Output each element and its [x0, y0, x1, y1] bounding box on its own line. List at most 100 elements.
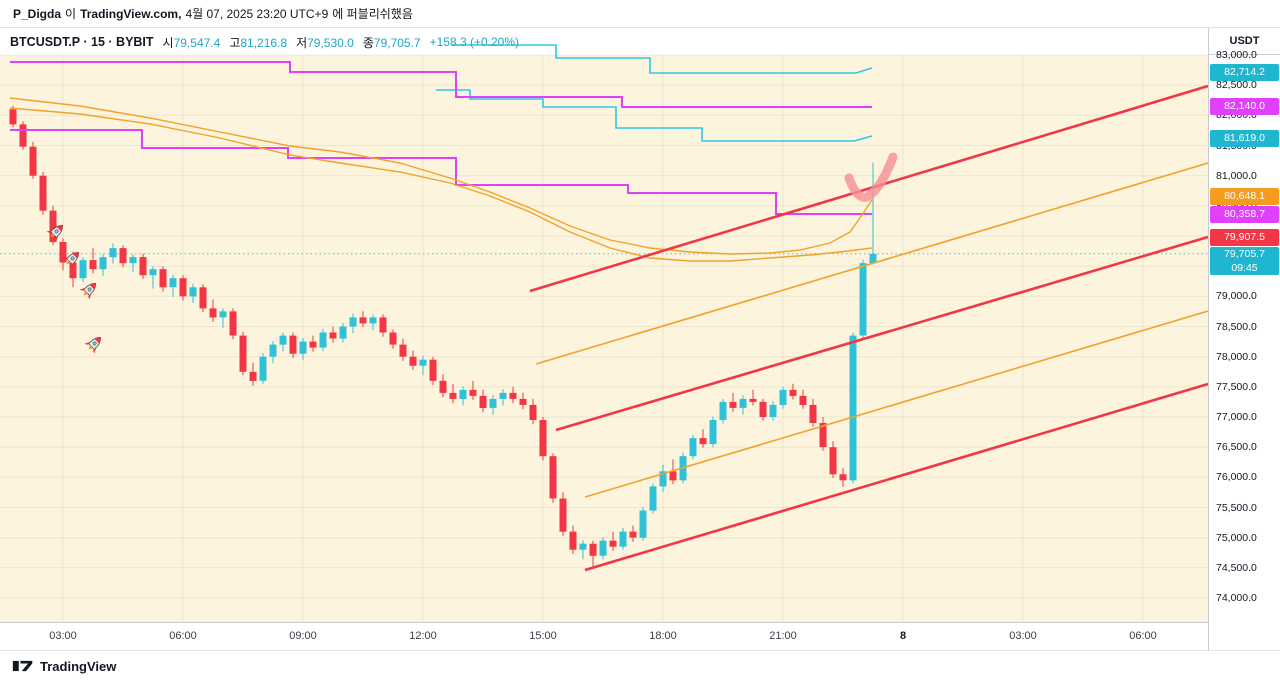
current-price-badge: 79,705.7 09:45 [1210, 246, 1279, 275]
price-tick: 81,000.0 [1216, 169, 1257, 182]
candle [409, 350, 417, 370]
time-tick: 15:00 [529, 630, 557, 642]
candle [539, 417, 547, 461]
candle [229, 308, 237, 340]
candle [79, 257, 87, 282]
candle [699, 429, 707, 448]
ohlc-close: 종79,705.7 [362, 35, 421, 50]
price-axis[interactable]: USDT 83,000.082,500.082,000.081,500.081,… [1208, 28, 1280, 650]
candle [529, 398, 537, 425]
candle [619, 528, 627, 550]
trend-step-line-cyan-upper[interactable] [452, 44, 873, 74]
candle [469, 380, 477, 401]
candle [489, 395, 497, 415]
candle [169, 274, 177, 297]
indicator-price-badge: 82,140.0 [1210, 98, 1279, 116]
candle [869, 162, 877, 265]
price-tick: 74,000.0 [1216, 592, 1257, 604]
channel-line-red-upper[interactable] [529, 84, 1208, 293]
candle [19, 121, 27, 150]
candle [439, 374, 447, 398]
candle [369, 314, 377, 331]
time-tick: 8 [899, 630, 907, 642]
candle [729, 392, 737, 412]
indicator-price-badge: 79,907.5 [1210, 229, 1279, 247]
moving-average-upper[interactable] [9, 97, 873, 255]
candle [419, 356, 427, 376]
candle [319, 328, 327, 352]
candle [519, 392, 527, 410]
candle [189, 283, 197, 303]
candle [309, 335, 317, 352]
candle [99, 254, 107, 276]
candle [609, 531, 617, 551]
bar-countdown: 09:45 [1231, 261, 1258, 274]
candle [769, 401, 777, 421]
price-tick: 77,500.0 [1216, 380, 1257, 393]
candle [659, 464, 667, 493]
currency-label: USDT [1209, 28, 1280, 55]
candle [499, 389, 507, 406]
candle [449, 383, 457, 404]
channel-line-orange-lower[interactable] [584, 310, 1208, 498]
time-tick: 18:00 [649, 630, 677, 642]
time-tick: 03:00 [1009, 630, 1037, 642]
candle [589, 540, 597, 566]
candle [109, 243, 117, 264]
candle [209, 299, 217, 322]
time-tick: 03:00 [49, 630, 77, 642]
candle [739, 395, 747, 415]
candle [39, 172, 47, 215]
chart-canvas[interactable] [0, 28, 1208, 622]
candle [599, 537, 607, 560]
candle [559, 492, 567, 536]
price-tick: 76,500.0 [1216, 441, 1257, 454]
ohlc-high: 고81,216.8 [229, 35, 288, 50]
price-tick: 78,500.0 [1216, 320, 1257, 333]
trend-step-line-magenta-upper[interactable] [10, 61, 872, 108]
price-tick: 75,500.0 [1216, 501, 1257, 514]
candle [199, 284, 207, 312]
candle [639, 506, 647, 541]
candle [349, 313, 357, 334]
candle [259, 353, 267, 384]
candle [279, 332, 287, 352]
publish-bar: P_Digda 이 TradingView.com, 4월 07, 2025 2… [0, 0, 1280, 28]
time-tick: 06:00 [1129, 630, 1157, 642]
price-tick: 76,000.0 [1216, 471, 1257, 484]
candle [219, 308, 227, 328]
brand-name[interactable]: TradingView [40, 658, 117, 674]
time-axis[interactable]: 03:00 06:00 09:00 12:00 15:00 18:00 21:00 8 03:0… [0, 622, 1208, 651]
channel-line-orange-upper[interactable] [535, 162, 1208, 365]
rocket-icon [46, 224, 64, 242]
candle [569, 525, 577, 554]
current-price-value: 79,705.7 [1224, 247, 1265, 260]
candle [429, 356, 437, 385]
price-tick: 83,000.0 [1216, 49, 1257, 61]
symbol-title[interactable]: BTCUSDT.P · 15 · BYBIT [10, 35, 154, 49]
candle [129, 254, 137, 273]
candle [649, 483, 657, 514]
channel-line-red-middle[interactable] [555, 235, 1208, 432]
trend-step-line-magenta-lower[interactable] [10, 129, 872, 215]
candle [49, 205, 57, 246]
time-tick: 12:00 [409, 630, 437, 642]
channel-line-red-lower[interactable] [584, 382, 1208, 572]
price-change: +158.3 (+0.20%) [429, 35, 520, 49]
candle [89, 248, 97, 274]
indicator-price-badge: 82,714.2 [1210, 63, 1279, 81]
tradingview-link[interactable]: TradingView.com, [80, 6, 182, 21]
moving-average-lower[interactable] [9, 107, 873, 262]
candle [629, 525, 637, 542]
footer: TradingView [0, 650, 1280, 681]
indicator-price-badge: 81,619.0 [1210, 129, 1279, 147]
tradingview-logo-icon[interactable] [12, 658, 34, 674]
candle [379, 314, 387, 337]
candle [329, 326, 337, 343]
price-tick: 74,500.0 [1216, 561, 1257, 574]
candle [549, 453, 557, 503]
candle [159, 266, 167, 292]
check-annotation[interactable] [844, 152, 898, 202]
candle [9, 105, 17, 128]
publisher-name[interactable]: P_Digda [13, 6, 62, 21]
